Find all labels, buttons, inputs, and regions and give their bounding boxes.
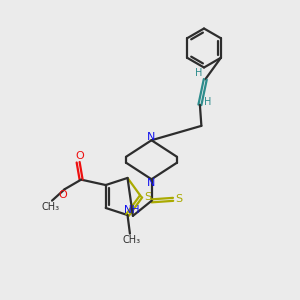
Text: H: H xyxy=(195,68,202,78)
Text: N: N xyxy=(147,132,156,142)
Text: N: N xyxy=(147,178,156,188)
Text: S: S xyxy=(144,191,151,202)
Text: CH₃: CH₃ xyxy=(122,235,140,245)
Text: O: O xyxy=(58,190,67,200)
Text: CH₃: CH₃ xyxy=(41,202,60,212)
Text: H: H xyxy=(204,97,211,107)
Text: O: O xyxy=(75,151,84,160)
Text: S: S xyxy=(175,194,182,204)
Text: NH: NH xyxy=(124,206,139,215)
